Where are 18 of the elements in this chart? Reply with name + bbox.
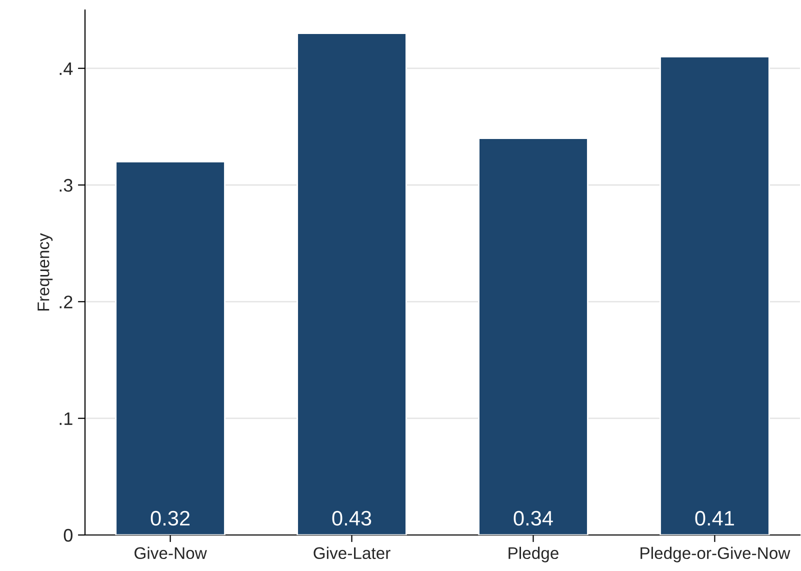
y-tick-label: 0	[64, 528, 72, 542]
y-tick-label: .1	[60, 412, 72, 425]
bar	[478, 138, 588, 535]
data-label: 0.34	[514, 510, 553, 526]
x-tick-label: Give-Now	[134, 546, 207, 560]
data-label: 0.43	[332, 510, 372, 526]
x-tick-label: Pledge	[508, 546, 558, 562]
x-tick-label: Give-Later	[314, 546, 390, 560]
x-tick-label: Pledge-or-Give-Now	[640, 546, 790, 562]
y-axis-title: Frequency	[38, 233, 53, 310]
y-tick-label: .2	[60, 296, 72, 308]
bar	[660, 56, 770, 535]
data-label: 0.32	[150, 510, 190, 526]
y-tick-label: .3	[60, 178, 72, 192]
bar	[296, 32, 407, 535]
data-label: 0.41	[695, 510, 734, 526]
y-tick-label: .4	[60, 62, 73, 75]
bar	[115, 160, 226, 535]
